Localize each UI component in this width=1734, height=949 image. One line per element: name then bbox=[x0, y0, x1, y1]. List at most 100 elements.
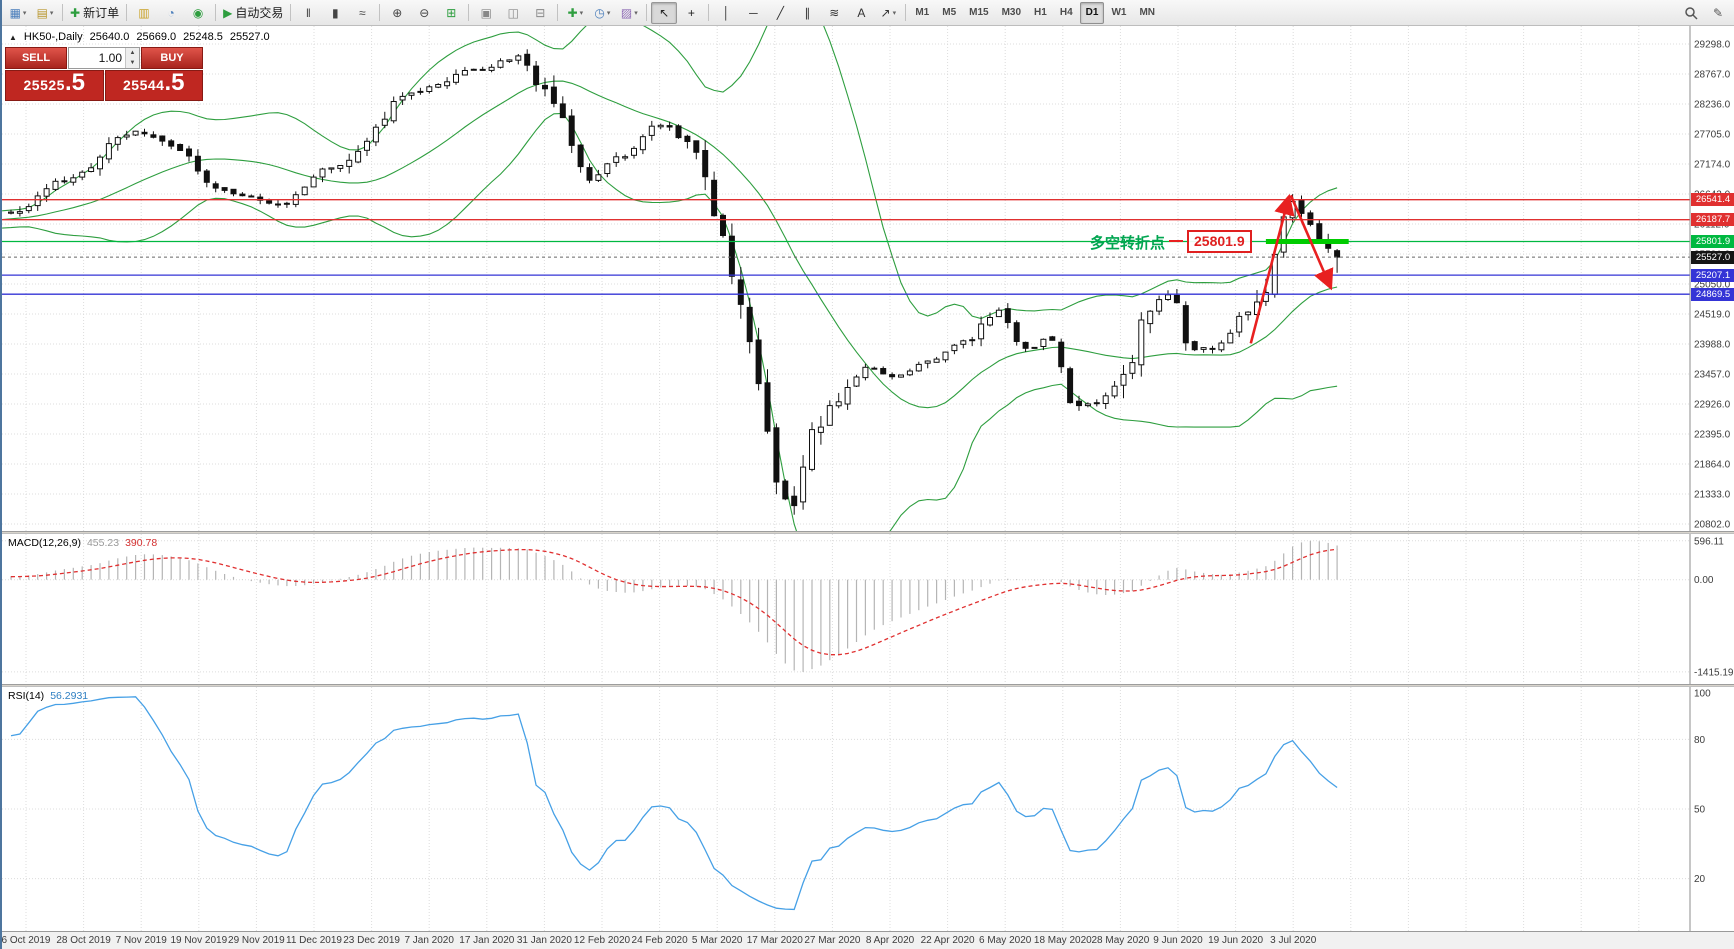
cascade-windows-icon[interactable]: ▣ bbox=[473, 2, 499, 24]
timeframe-m1[interactable]: M1 bbox=[915, 7, 930, 18]
sell-price-pips: .5 bbox=[64, 69, 85, 96]
profiles-icon[interactable]: ▤ ▾ bbox=[32, 2, 58, 24]
trend-arrow-1[interactable] bbox=[1249, 193, 1295, 344]
toolbar-separator bbox=[379, 4, 381, 21]
timeframe-m15[interactable]: M15 bbox=[969, 7, 989, 18]
arrows-icon[interactable]: ↗ ▾ bbox=[875, 2, 901, 24]
auto-trading-button[interactable]: ▶ 自动交易 bbox=[220, 2, 286, 24]
volume-up-icon[interactable]: ▲ bbox=[126, 48, 139, 58]
turning-point-annotation[interactable]: 多空转折点 bbox=[1089, 235, 1165, 252]
collapse-arrow-icon[interactable]: ▲ bbox=[9, 32, 17, 42]
price-tick-label: 23457.0 bbox=[1694, 370, 1731, 381]
price-plot[interactable]: 29298.028767.028236.027705.027174.026643… bbox=[2, 26, 1734, 531]
tile-horizontal-icon[interactable]: ⊟ bbox=[527, 2, 553, 24]
text-icon[interactable]: A bbox=[848, 2, 874, 24]
timeframe-mn[interactable]: MN bbox=[1139, 7, 1155, 18]
rsi-tick-label: 50 bbox=[1694, 805, 1706, 816]
tile-vertical-icon-glyph: ◫ bbox=[507, 5, 519, 20]
rsi-tick-label: 80 bbox=[1694, 735, 1706, 746]
templates-icon[interactable]: ▨ ▾ bbox=[616, 2, 642, 24]
tile-windows-icon-glyph: ⊞ bbox=[446, 5, 457, 20]
macd-panel[interactable]: 596.11 0.00 -1415.19 MACD(12,26,9) 455.23 … bbox=[2, 534, 1734, 684]
sell-button[interactable]: SELL bbox=[5, 47, 67, 69]
vertical-line-icon[interactable]: │ bbox=[713, 2, 739, 24]
edit-icon[interactable]: ✎ bbox=[1705, 2, 1731, 24]
crosshair-icon[interactable]: + bbox=[678, 2, 704, 24]
cursor-icon[interactable]: ↖ bbox=[651, 1, 678, 24]
volume-down-icon[interactable]: ▼ bbox=[126, 58, 139, 68]
price-badge-26541.4: 26541.4 bbox=[1691, 193, 1734, 207]
volume-input[interactable] bbox=[69, 48, 125, 68]
turning-point-price-tag[interactable]: 25801.9 bbox=[1187, 230, 1252, 253]
timeframe-h4[interactable]: H4 bbox=[1059, 7, 1073, 18]
date-tick-label: 19 Nov 2019 bbox=[170, 935, 228, 946]
zoom-out-icon-glyph: ⊖ bbox=[419, 5, 430, 20]
data-window-icon[interactable]: ◔ bbox=[158, 2, 184, 24]
date-tick-label: 5 Mar 2020 bbox=[691, 935, 743, 946]
toolbar-separator bbox=[62, 4, 63, 21]
price-tick-label: 27705.0 bbox=[1694, 130, 1731, 141]
zoom-in-icon[interactable]: ⊕ bbox=[384, 2, 410, 24]
auto-trading-glyph: ▶ bbox=[223, 5, 233, 20]
timeframe-m30[interactable]: M30 bbox=[1001, 7, 1022, 18]
date-tick-label: 6 May 2020 bbox=[979, 935, 1032, 946]
macd-signal-value: 390.78 bbox=[125, 537, 158, 549]
price-tick-label: 28236.0 bbox=[1694, 100, 1731, 111]
zoom-out-icon[interactable]: ⊖ bbox=[411, 2, 437, 24]
search-icon[interactable] bbox=[1678, 2, 1704, 24]
fibonacci-icon-glyph: ≋ bbox=[829, 5, 840, 20]
buy-price-main: 25544 bbox=[123, 77, 165, 93]
buy-button[interactable]: BUY bbox=[141, 47, 203, 69]
tile-vertical-icon[interactable]: ◫ bbox=[500, 2, 526, 24]
panel-splitter[interactable] bbox=[2, 684, 1734, 687]
auto-trading-button-label: 自动交易 bbox=[235, 6, 284, 20]
timeframe-w1[interactable]: W1 bbox=[1111, 7, 1127, 18]
price-tick-label: 24519.0 bbox=[1694, 310, 1731, 321]
macd-plot[interactable]: 596.11 0.00 -1415.19 bbox=[2, 534, 1734, 684]
sell-price-display[interactable]: 25525 .5 bbox=[5, 70, 104, 101]
date-tick-label: 27 Mar 2020 bbox=[804, 935, 861, 946]
rsi-tick-label: 20 bbox=[1694, 874, 1706, 885]
bollinger-lower bbox=[2, 112, 1338, 531]
panel-splitter[interactable] bbox=[2, 531, 1734, 534]
price-badge-26187.7: 26187.7 bbox=[1691, 213, 1734, 227]
horizontal-line-icon[interactable]: ─ bbox=[740, 2, 766, 24]
channel-icon[interactable]: ∥ bbox=[794, 2, 820, 24]
crosshair-icon-glyph: + bbox=[687, 5, 695, 20]
dropdown-arrow-icon: ▾ bbox=[606, 9, 611, 17]
rsi-panel[interactable]: 100 80 50 20 RSI(14) 56.2931 bbox=[2, 687, 1734, 931]
new-order-button[interactable]: ✚ 新订单 bbox=[67, 2, 122, 24]
new-chart-icon[interactable]: ▦ ▾ bbox=[5, 2, 31, 24]
toolbar-left-group: ▦ ▾ ▤ ▾ ✚ 新订单 ▥ ◔ ◉ ▶ 自动交易 ‖ ▮ ≈ ⊕ ⊖ ⊞ ▣ ◫ ⊟ ✚ ▾ ◷ ▾ ▨ ▾ ↖ + │ ─ ╱ ∥ ≋ A ↗… bbox=[5, 1, 909, 24]
price-chart-panel[interactable]: 29298.028767.028236.027705.027174.026643… bbox=[2, 26, 1734, 531]
rsi-plot[interactable]: 100 80 50 20 bbox=[2, 687, 1734, 931]
text-icon-glyph: A bbox=[857, 5, 866, 20]
sell-price-main: 25525 bbox=[23, 77, 65, 93]
periods-icon[interactable]: ◷ ▾ bbox=[589, 2, 615, 24]
horizontal-line-icon-glyph: ─ bbox=[749, 5, 758, 20]
price-badge-25207.1: 25207.1 bbox=[1691, 268, 1734, 282]
trendline-icon[interactable]: ╱ bbox=[767, 2, 793, 24]
navigator-icon[interactable]: ◉ bbox=[185, 2, 211, 24]
timeframe-toolbar: M1 M5 M15 M30 H1 H4 D1 W1 MN bbox=[909, 1, 1161, 24]
date-tick-label: 17 Mar 2020 bbox=[746, 935, 803, 946]
trend-arrow-2[interactable] bbox=[1289, 194, 1334, 291]
low-value: 25248.5 bbox=[183, 31, 223, 43]
timeframe-h1[interactable]: H1 bbox=[1034, 7, 1047, 18]
indicators-icon[interactable]: ✚ ▾ bbox=[562, 2, 588, 24]
bar-chart-icon[interactable]: ‖ bbox=[295, 2, 321, 24]
price-tick-label: 21333.0 bbox=[1694, 490, 1731, 501]
price-tick-label: 21864.0 bbox=[1694, 460, 1731, 471]
time-axis[interactable]: 6 Oct 2019 28 Oct 2019 7 Nov 2019 19 Nov 20… bbox=[2, 931, 1734, 949]
buy-price-display[interactable]: 25544 .5 bbox=[104, 70, 203, 101]
timeframe-d1[interactable]: D1 bbox=[1079, 1, 1105, 24]
market-watch-icon[interactable]: ▥ bbox=[131, 2, 157, 24]
fibonacci-icon[interactable]: ≋ bbox=[821, 2, 847, 24]
timeframe-m5[interactable]: M5 bbox=[942, 7, 957, 18]
line-chart-icon[interactable]: ≈ bbox=[349, 2, 375, 24]
date-tick-label: 3 Jul 2020 bbox=[1270, 935, 1317, 946]
candlestick-chart-icon[interactable]: ▮ bbox=[322, 2, 348, 24]
tile-windows-icon[interactable]: ⊞ bbox=[438, 2, 464, 24]
profiles-icon-glyph: ▤ bbox=[36, 5, 48, 20]
